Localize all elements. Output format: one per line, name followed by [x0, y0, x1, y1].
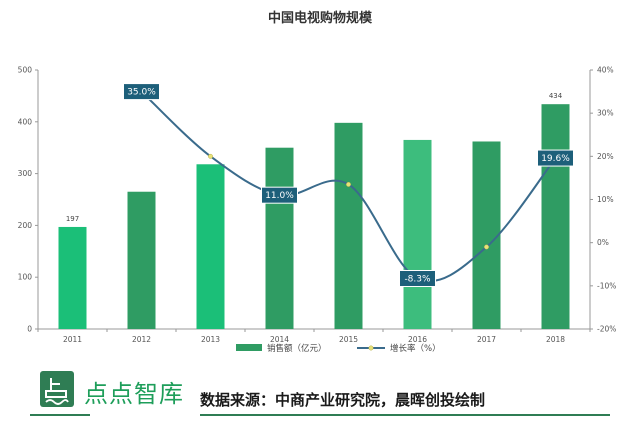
left-axis-ticks: 0 100 200 300 400 500 — [18, 66, 38, 334]
x-tick-label: 2016 — [408, 335, 427, 344]
bar-2018 — [541, 104, 570, 329]
right-tick-label: 30% — [597, 109, 614, 118]
bar-2014 — [265, 147, 294, 329]
footer: 点点智库 数据来源：中商产业研究院，晨晖创投绘制 — [0, 362, 640, 430]
data-source-note: 数据来源：中商产业研究院，晨晖创投绘制 — [200, 391, 486, 409]
brand-logo-icon — [40, 371, 74, 407]
callout-box-2012 — [123, 83, 160, 101]
x-axis-labels: 2011 2012 2013 2014 2015 2016 2017 2018 — [37, 329, 591, 344]
bar-series: 197 434 — [58, 92, 570, 329]
right-tick-label: 40% — [597, 66, 614, 75]
brand-logo-glyph-icon — [45, 378, 69, 405]
legend-line-marker — [368, 345, 374, 351]
footer-divider-left — [30, 414, 90, 416]
left-tick-label: 100 — [18, 273, 33, 282]
left-tick-label: 200 — [18, 221, 33, 230]
bar-2011 — [58, 226, 87, 329]
callout-label-2012: 35.0% — [127, 88, 156, 98]
callout-label-2018: 19.6% — [541, 154, 570, 164]
x-tick-label: 2011 — [63, 335, 82, 344]
left-tick-label: 500 — [18, 66, 33, 75]
brand-name: 点点智库 — [84, 380, 184, 408]
callout-box-2014 — [261, 186, 298, 204]
x-tick-label: 2014 — [270, 335, 289, 344]
callout-label-2016: -8.3% — [404, 274, 431, 284]
right-tick-label: 20% — [597, 152, 614, 161]
legend: 销售额（亿元） 增长率（%） — [236, 343, 441, 354]
line-series: 35.0% 11.0% -8.3% 19.6% — [123, 83, 574, 287]
x-tick-label: 2015 — [339, 335, 358, 344]
bar-2016 — [403, 139, 432, 329]
callout-box-2016 — [399, 269, 436, 287]
right-tick-label: -10% — [597, 281, 616, 290]
x-tick-label: 2012 — [132, 335, 151, 344]
line-marker-2015 — [346, 181, 351, 187]
legend-bar-label: 销售额（亿元） — [267, 343, 327, 354]
footer-divider — [200, 414, 610, 416]
x-tick-label: 2018 — [546, 335, 565, 344]
line-marker-2017 — [484, 244, 489, 250]
left-tick-label: 300 — [18, 169, 33, 178]
line-marker-2013 — [208, 153, 213, 159]
callout-box-2018 — [537, 149, 574, 167]
legend-line-label: 增长率（%） — [390, 343, 441, 354]
legend-bar-swatch — [236, 344, 262, 351]
bar-data-label-2011: 197 — [66, 215, 79, 223]
x-tick-label: 2013 — [201, 335, 220, 344]
x-tick-label: 2017 — [477, 335, 496, 344]
bar-2013 — [196, 164, 225, 329]
bar-2012 — [127, 191, 156, 329]
bar-data-label-2018: 434 — [549, 92, 563, 100]
left-tick-label: 400 — [18, 117, 33, 126]
bar-2015 — [334, 122, 363, 329]
callout-label-2014: 11.0% — [265, 191, 294, 201]
right-tick-label: 0% — [597, 238, 609, 247]
chart-title: 中国电视购物规模 — [268, 10, 373, 26]
right-tick-label: 10% — [597, 195, 614, 204]
right-tick-label: -20% — [597, 325, 616, 334]
left-tick-label: 0 — [27, 325, 32, 334]
right-axis-ticks: -20% -10% 0% 10% 20% 30% 40% — [590, 66, 616, 334]
chart: 中国电视购物规模 0 100 200 300 400 500 -20% -10% 0% 10% 2… — [18, 10, 617, 354]
bar-2017 — [472, 141, 501, 329]
